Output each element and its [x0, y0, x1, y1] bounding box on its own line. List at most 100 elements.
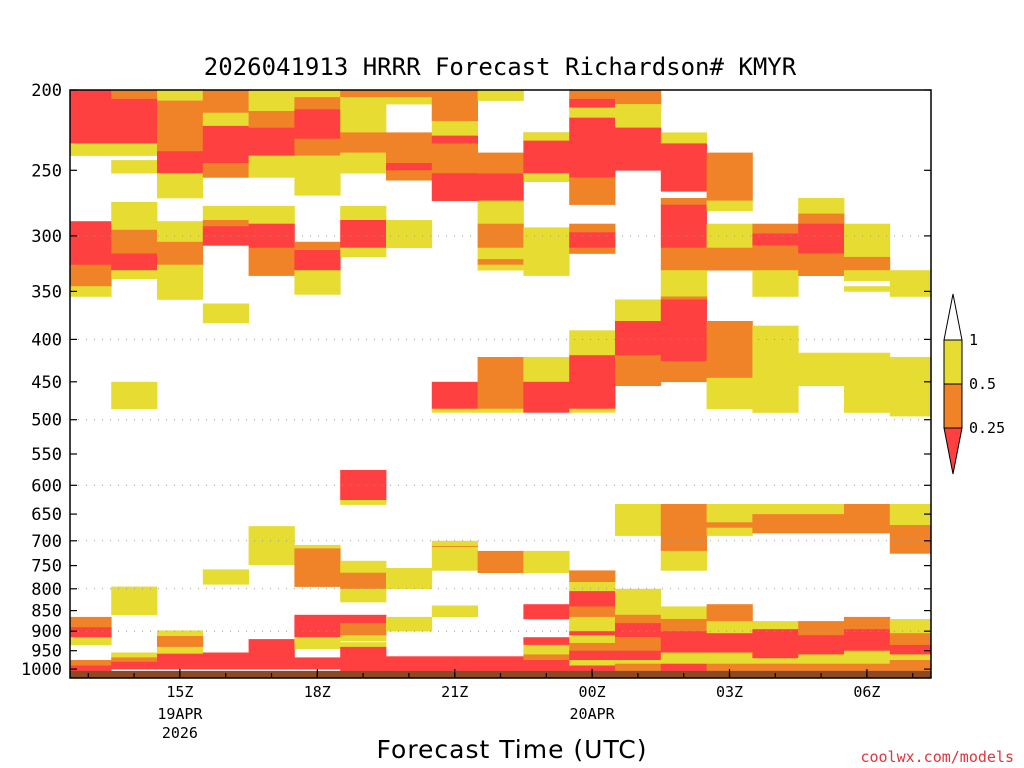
cell-ri-05-1 — [386, 568, 433, 590]
cell-ri-below-025 — [752, 629, 799, 644]
cell-ri-05-1 — [706, 621, 753, 634]
cell-ri-below-025 — [523, 637, 570, 646]
legend-swatch-yellow — [943, 339, 963, 385]
cell-ri-025-05 — [706, 321, 753, 379]
cell-ri-05-1 — [294, 270, 341, 295]
cell-ri-05-1 — [889, 619, 932, 634]
cell-ri-below-025 — [798, 635, 845, 655]
cell-ri-025-05 — [431, 152, 478, 174]
cell-ri-05-1 — [70, 637, 112, 646]
cell-ri-05-1 — [844, 286, 891, 292]
cell-ri-025-05 — [569, 223, 616, 233]
cell-ri-05-1 — [706, 223, 753, 248]
cell-ri-05-1 — [752, 325, 799, 413]
cell-ri-025-05 — [477, 259, 524, 265]
cell-ri-below-025 — [615, 321, 662, 356]
cell-ri-05-1 — [477, 264, 524, 271]
y-tick-label: 750 — [31, 557, 62, 577]
cell-ri-05-1 — [660, 550, 707, 571]
chart-title: 2026041913 HRRR Forecast Richardson# KMY… — [204, 53, 797, 81]
cell-ri-05-1 — [477, 408, 524, 413]
cell-ri-025-05 — [615, 90, 662, 105]
cell-ri-05-1 — [615, 660, 662, 664]
cell-ri-below-025 — [157, 653, 204, 670]
cell-ri-below-025 — [294, 657, 341, 670]
cell-ri-025-05 — [340, 132, 387, 153]
cell-ri-025-05 — [752, 223, 799, 234]
y-tick-label: 950 — [31, 642, 62, 662]
cell-ri-05-1 — [111, 586, 158, 616]
cell-ri-05-1 — [157, 630, 204, 637]
cell-ri-below-025 — [70, 221, 112, 265]
cell-ri-below-025 — [798, 223, 845, 254]
cell-ri-below-025 — [386, 656, 433, 672]
cell-ri-below-025 — [340, 220, 387, 248]
cell-ri-05-1 — [660, 652, 707, 664]
cell-ri-05-1 — [111, 652, 158, 658]
x-tick-label: 15Z — [166, 683, 193, 701]
cell-ri-025-05 — [615, 614, 662, 624]
cell-ri-below-025 — [615, 650, 662, 661]
cell-ri-below-025 — [340, 470, 387, 501]
cell-ri-05-1 — [523, 357, 570, 383]
cell-ri-025-05 — [798, 213, 845, 224]
y-tick-label: 850 — [31, 602, 62, 622]
cell-ri-below-025 — [477, 170, 524, 201]
cell-ri-025-05 — [294, 97, 341, 110]
cell-ri-05-1 — [340, 560, 387, 574]
cell-ri-05-1 — [294, 155, 341, 196]
cell-ri-025-05 — [615, 637, 662, 651]
cell-ri-05-1 — [706, 527, 753, 536]
cell-ri-below-025 — [523, 604, 570, 620]
cell-ri-05-1 — [798, 352, 845, 387]
cell-ri-05-1 — [660, 270, 707, 297]
cell-ri-below-025 — [752, 643, 799, 659]
cell-ri-025-05 — [798, 663, 845, 672]
cell-ri-below-025 — [523, 660, 570, 672]
cell-ri-025-05 — [248, 111, 295, 128]
legend-label-1: 1 — [969, 331, 978, 349]
cell-ri-05-1 — [70, 143, 112, 156]
heatmap-cells — [70, 90, 932, 672]
cell-ri-05-1 — [706, 377, 753, 410]
cell-ri-05-1 — [569, 408, 616, 413]
cell-ri-05-1 — [340, 588, 387, 603]
cell-ri-below-025 — [111, 253, 158, 271]
cell-ri-below-025 — [844, 629, 891, 651]
cell-ri-025-05 — [340, 623, 387, 636]
cell-ri-05-1 — [157, 90, 204, 101]
cell-ri-05-1 — [111, 381, 158, 410]
cell-ri-05-1 — [798, 504, 845, 515]
cell-ri-025-05 — [844, 663, 891, 672]
cell-ri-below-025 — [294, 109, 341, 140]
cell-ri-025-05 — [844, 616, 891, 630]
cell-ri-025-05 — [70, 660, 112, 666]
cell-ri-05-1 — [202, 112, 249, 127]
cell-ri-05-1 — [889, 504, 932, 526]
cell-ri-025-05 — [798, 253, 845, 276]
cell-ri-05-1 — [294, 544, 341, 549]
cell-ri-025-05 — [752, 663, 799, 672]
y-tick-label: 300 — [31, 227, 62, 247]
cell-ri-025-05 — [431, 90, 478, 122]
cell-ri-05-1 — [706, 200, 753, 212]
cell-ri-05-1 — [111, 202, 158, 231]
cell-ri-05-1 — [569, 582, 616, 592]
cell-ri-025-05 — [111, 90, 158, 100]
cell-ri-below-025 — [111, 98, 158, 144]
cell-ri-below-025 — [431, 135, 478, 144]
cell-ri-05-1 — [523, 550, 570, 573]
cell-ri-025-05 — [889, 633, 932, 646]
credit-text: coolwx.com/models — [860, 748, 1014, 766]
cell-ri-05-1 — [477, 247, 524, 260]
cell-ri-025-05 — [752, 514, 799, 534]
cell-ri-025-05 — [798, 514, 845, 534]
cell-ri-025-05 — [660, 296, 707, 300]
cell-ri-05-1 — [248, 205, 295, 224]
cell-ri-025-05 — [660, 361, 707, 383]
cell-ri-025-05 — [615, 355, 662, 386]
cell-ri-below-025 — [660, 204, 707, 248]
cell-ri-025-05 — [523, 654, 570, 661]
cell-ri-05-1 — [157, 646, 204, 654]
cell-ri-below-025 — [248, 127, 295, 156]
